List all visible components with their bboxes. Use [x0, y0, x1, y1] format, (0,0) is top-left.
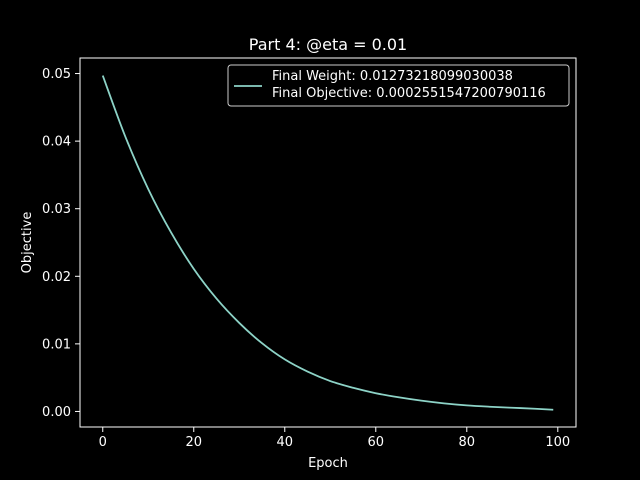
y-tick-label: 0.02 — [42, 270, 71, 285]
y-axis: 0.00 0.01 0.02 0.03 0.04 0.05 — [42, 67, 80, 420]
y-tick-label: 0.00 — [42, 405, 71, 420]
y-tick-label: 0.05 — [42, 67, 71, 82]
x-tick-label: 60 — [368, 435, 385, 450]
x-axis-label: Epoch — [308, 456, 348, 471]
y-tick-label: 0.03 — [42, 202, 71, 217]
x-tick-label: 0 — [99, 435, 107, 450]
series-line — [101, 75, 554, 411]
plot-frame — [79, 57, 577, 428]
legend-box — [227, 64, 570, 107]
y-tick-label: 0.01 — [42, 337, 71, 352]
x-tick-label: 80 — [459, 435, 476, 450]
y-tick-label: 0.04 — [42, 135, 71, 150]
plot-area: 0 20 40 60 80 100 0.00 0.01 0.02 0.03 0.04 0.05 — [42, 57, 577, 450]
legend: Final Weight: 0.01273218099030038 Final … — [227, 64, 570, 107]
x-axis: 0 20 40 60 80 100 — [99, 427, 570, 450]
x-tick-label: 100 — [545, 435, 570, 450]
chart-title: Part 4: @eta = 0.01 — [249, 35, 407, 54]
x-tick-label: 20 — [185, 435, 202, 450]
legend-line-1: Final Weight: 0.01273218099030038 — [272, 69, 513, 84]
legend-line-2: Final Objective: 0.0002551547200790116 — [272, 86, 546, 101]
y-axis-label: Objective — [20, 212, 35, 274]
x-tick-label: 40 — [276, 435, 293, 450]
